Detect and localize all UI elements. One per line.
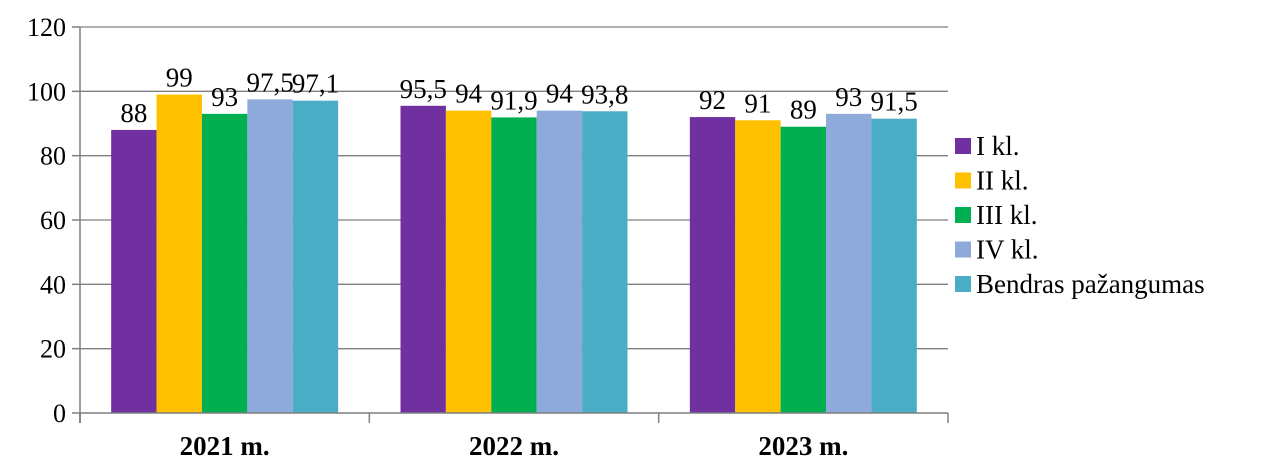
bar [780,126,827,413]
bars [111,94,917,414]
legend-label: II kl. [976,166,1028,196]
data-label: 94 [455,79,483,109]
legend-swatch [955,138,971,154]
legend-swatch [955,172,971,189]
x-category-label: 2021 m. [180,431,270,461]
bar [689,117,736,414]
bar [247,99,293,413]
bar [536,110,583,413]
y-tick-labels: 0 20 40 60 80 100 120 [27,13,66,428]
legend-label: I kl. [976,131,1020,161]
data-label: 94 [546,79,574,109]
data-label: 93 [835,82,862,112]
data-label: 97,5 [246,67,293,97]
legend-label: IV kl. [976,235,1039,265]
bar [491,117,537,413]
bar [826,113,872,413]
data-label: 91 [744,88,771,118]
bar [292,100,339,413]
data-label: 97,1 [292,69,339,99]
legend-swatch [955,276,971,292]
data-label: 93,8 [581,79,628,109]
bar [582,111,628,413]
legend-swatch [955,207,971,223]
bar [400,105,446,413]
data-label: 99 [166,63,193,93]
legend-label: Bendras pažangumas [976,269,1205,299]
data-label: 92 [699,85,726,115]
data-label: 89 [790,95,817,125]
y-tick-label: 100 [27,77,66,106]
bar [735,120,781,414]
y-tick-label: 20 [40,335,66,364]
data-label: 91,5 [871,87,918,117]
y-tick-label: 40 [40,270,66,299]
y-tick-label: 120 [27,13,66,42]
data-label: 91,9 [490,85,537,115]
legend-label: III kl. [976,200,1037,230]
data-label: 95,5 [400,74,447,104]
y-tick-label: 80 [40,142,66,171]
data-label: 93 [211,82,238,112]
legend: I kl. II kl. III kl. IV kl. Bendras pažangum… [955,131,1205,299]
bar [445,110,492,413]
y-tick-label: 0 [53,399,66,428]
y-tick-label: 60 [40,206,66,235]
legend-swatch [955,241,971,258]
x-category-labels: 2021 m. 2022 m. 2023 m. [180,431,849,461]
x-category-label: 2023 m. [758,431,848,461]
axes [72,26,949,423]
bar [111,129,157,413]
bar [871,118,917,414]
bar [201,113,248,413]
data-label: 88 [120,98,147,128]
bar [156,94,202,414]
x-category-label: 2022 m. [469,431,559,461]
